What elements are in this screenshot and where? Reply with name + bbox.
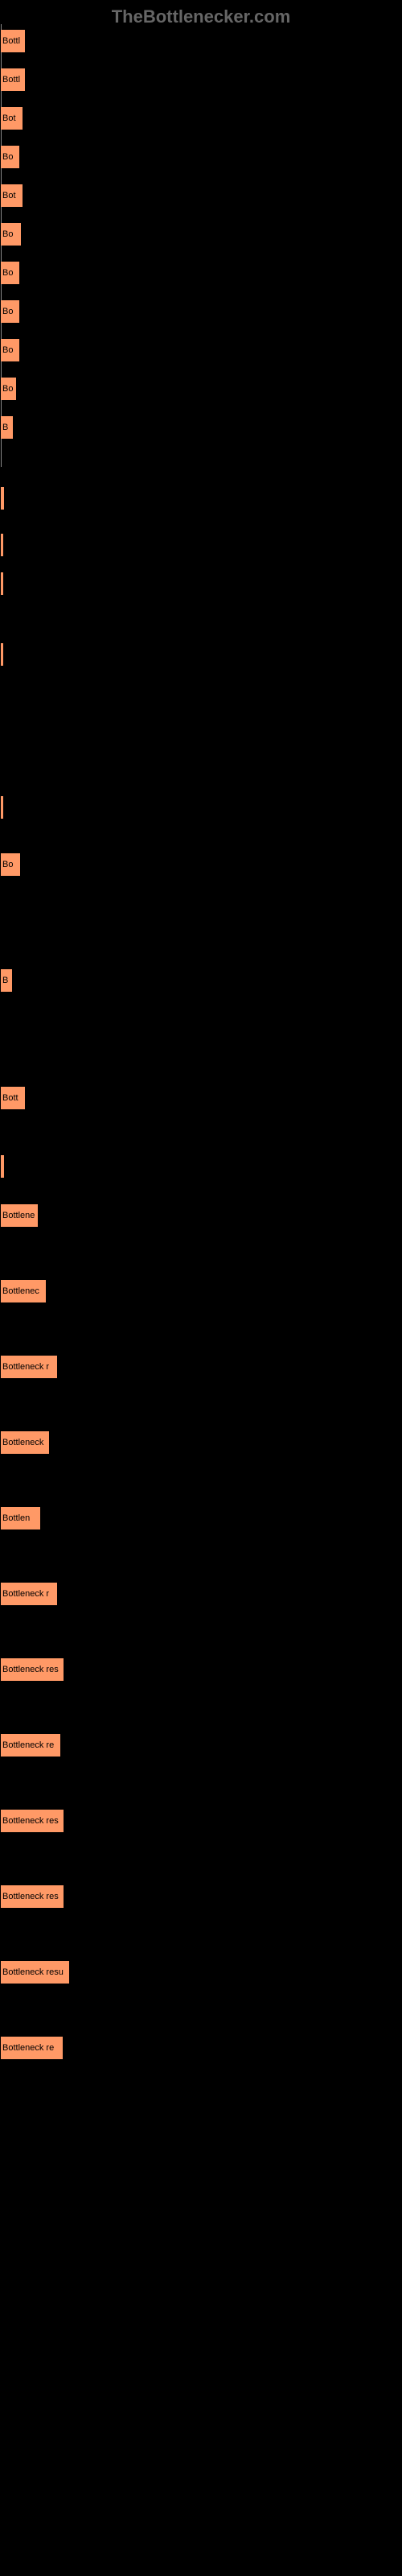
bar-31: Bottleneck re	[1, 2037, 63, 2059]
bar-13	[1, 572, 3, 595]
bar-10: B	[1, 416, 13, 439]
bar-3: Bo	[1, 146, 19, 168]
bar-6: Bo	[1, 262, 19, 284]
bar-18: Bott	[1, 1087, 25, 1109]
bar-12	[1, 534, 3, 556]
bar-23: Bottleneck	[1, 1431, 49, 1454]
bar-24: Bottlen	[1, 1507, 40, 1530]
bar-9: Bo	[1, 378, 16, 400]
bar-30: Bottleneck resu	[1, 1961, 69, 1984]
bar-27: Bottleneck re	[1, 1734, 60, 1757]
bar-28: Bottleneck res	[1, 1810, 64, 1832]
bar-14	[1, 643, 3, 666]
bar-15	[1, 796, 3, 819]
bar-8: Bo	[1, 339, 19, 361]
bar-17: B	[1, 969, 12, 992]
bar-16: Bo	[1, 853, 20, 876]
bar-21: Bottlenec	[1, 1280, 46, 1302]
bar-1: Bottl	[1, 68, 25, 91]
bar-0: Bottl	[1, 30, 25, 52]
bar-5: Bo	[1, 223, 21, 246]
bar-19	[1, 1155, 4, 1178]
bar-25: Bottleneck r	[1, 1583, 57, 1605]
bar-chart: Bottl Bottl Bot Bo Bot Bo Bo Bo Bo Bo B Bo B Bott Bott…	[0, 24, 402, 2576]
bar-2: Bot	[1, 107, 23, 130]
bar-20: Bottlene	[1, 1204, 38, 1227]
bar-4: Bot	[1, 184, 23, 207]
bar-22: Bottleneck r	[1, 1356, 57, 1378]
bar-26: Bottleneck res	[1, 1658, 64, 1681]
bar-11	[1, 487, 4, 510]
bar-7: Bo	[1, 300, 19, 323]
bar-29: Bottleneck res	[1, 1885, 64, 1908]
